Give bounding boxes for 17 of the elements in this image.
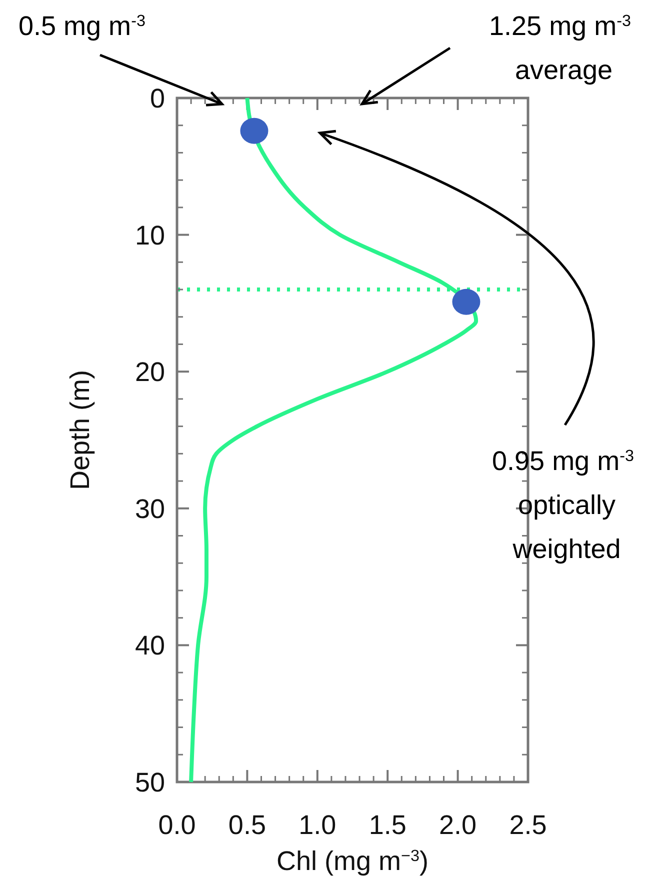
- x-tick-label: 2.5: [509, 810, 547, 840]
- y-tick-label: 40: [134, 630, 165, 661]
- y-tick-label: 50: [134, 767, 165, 798]
- text: 1.25 mg m$^{-3}$ average: [489, 11, 631, 85]
- y-axis-title: Depth (m): [65, 370, 95, 490]
- x-axis-title: Chl (mg m$^{−3}$): [276, 846, 428, 876]
- x-tick-label: 0.0: [158, 810, 196, 840]
- text: 0.5 mg m$^{-3}$: [18, 11, 146, 41]
- x-tick-label: 0.5: [228, 810, 266, 840]
- x-tick-label: 1.0: [298, 810, 336, 840]
- x-tick-label: 2.0: [439, 810, 477, 840]
- x-tick-label: 1.5: [368, 810, 406, 840]
- y-tick-label: 20: [134, 357, 165, 388]
- y-tick-label: 10: [134, 220, 165, 250]
- y-tick-label: 30: [134, 494, 165, 524]
- y-tick-label: 0: [150, 83, 165, 114]
- text: 0.95 mg m$^{-3}$ optically weighted: [492, 446, 634, 564]
